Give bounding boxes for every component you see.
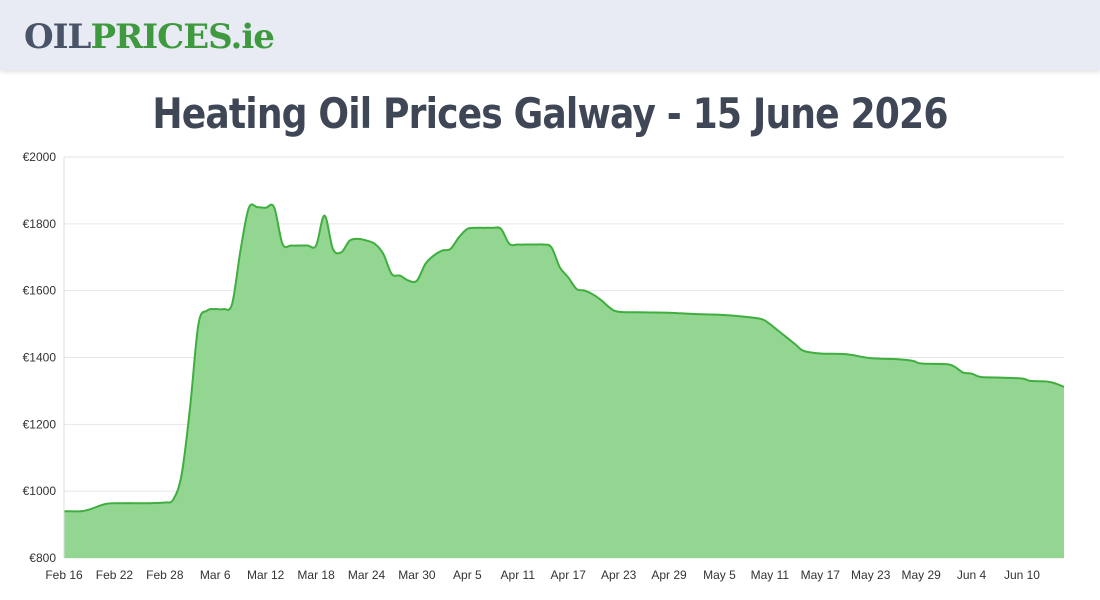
x-tick-label: May 17 <box>801 568 841 582</box>
x-tick-label: Feb 16 <box>45 568 83 582</box>
x-tick-label: Mar 12 <box>247 568 285 582</box>
y-tick-label: €1800 <box>23 217 57 231</box>
x-tick-label: Apr 5 <box>453 568 482 582</box>
x-tick-label: Apr 23 <box>601 568 637 582</box>
x-tick-label: Mar 6 <box>200 568 231 582</box>
y-tick-label: €2000 <box>23 150 57 164</box>
x-tick-label: Mar 30 <box>398 568 436 582</box>
y-tick-label: €1000 <box>23 484 57 498</box>
y-tick-label: €1200 <box>23 417 57 431</box>
logo-text-oil: OIL <box>24 17 91 57</box>
x-tick-label: Apr 29 <box>651 568 687 582</box>
y-tick-label: €1600 <box>23 284 57 298</box>
chart-series <box>63 203 1065 558</box>
x-tick-label: Apr 17 <box>551 568 587 582</box>
logo-text-prices: PRICES.ie <box>90 17 274 57</box>
x-tick-label: Jun 10 <box>1004 568 1040 582</box>
x-tick-label: Feb 22 <box>96 568 134 582</box>
x-tick-label: Mar 24 <box>348 568 386 582</box>
page-title: Heating Oil Prices Galway - 15 June 2026 <box>152 89 948 138</box>
price-chart: €800 €1000 €1200 €1400 €1600 €1800 €2000 Feb 16… <box>23 150 1065 582</box>
y-tick-label: €800 <box>29 551 56 565</box>
x-tick-label: May 23 <box>851 568 891 582</box>
x-tick-label: Apr 11 <box>501 568 536 582</box>
chart-axes: €800 €1000 €1200 €1400 €1600 €1800 €2000 Feb 16… <box>23 150 1041 582</box>
x-tick-label: May 11 <box>751 568 790 582</box>
x-tick-label: Mar 18 <box>297 568 335 582</box>
y-tick-label: €1400 <box>23 351 57 365</box>
x-tick-label: Jun 4 <box>957 568 987 582</box>
site-logo[interactable]: OILPRICES.ie <box>24 14 275 60</box>
x-tick-label: Feb 28 <box>146 568 184 582</box>
price-area-fill <box>64 204 1064 558</box>
price-line <box>63 203 1065 513</box>
x-tick-label: May 29 <box>901 568 941 582</box>
x-tick-label: May 5 <box>703 568 736 582</box>
top-bar: OILPRICES.ie <box>0 0 1100 70</box>
